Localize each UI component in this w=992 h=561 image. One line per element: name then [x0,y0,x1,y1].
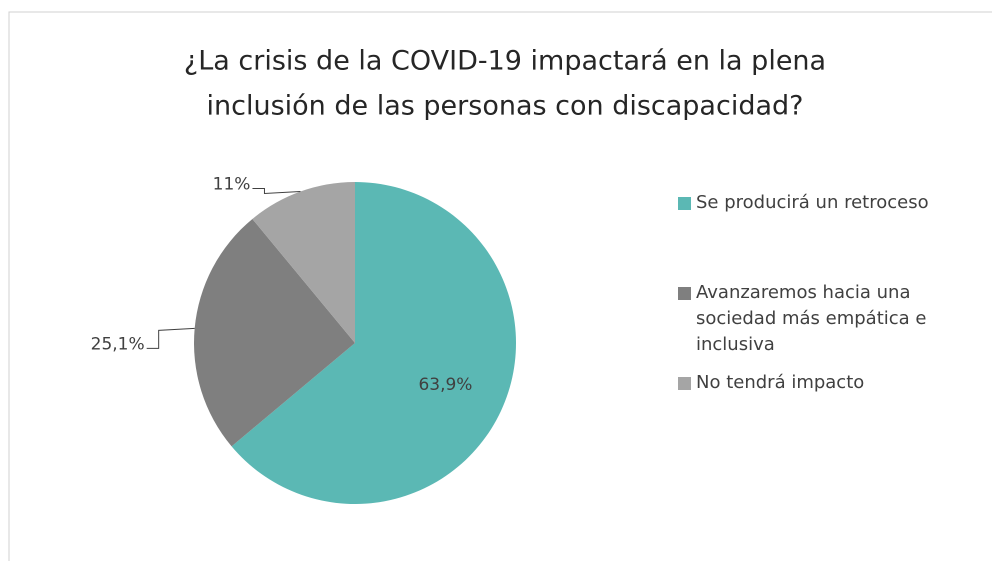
data-label: 25,1% [91,334,145,354]
data-label: 11% [213,175,251,195]
legend-label: Avanzaremos hacia una sociedad más empát… [696,282,927,355]
legend-item: Avanzaremos hacia una sociedad más empát… [676,280,986,358]
legend-item: Se producirá un retroceso [676,190,986,216]
leader-line [146,327,195,349]
chart-title: inclusión de las personas con discapacid… [207,91,804,122]
legend: Se producirá un retroceso Avanzaremos hac… [676,190,986,396]
chart-title: ¿La crisis de la COVID-19 impactará en l… [184,46,826,77]
data-label: 63,9% [418,375,472,395]
legend-swatch [678,287,691,300]
pie-slice [231,182,517,504]
legend-label: Se producirá un retroceso [696,192,929,213]
pie-slice [252,182,355,343]
legend-label: No tendrá impacto [696,372,865,393]
legend-item: No tendrá impacto [676,370,986,396]
chart-border [8,11,992,561]
leader-line [252,188,301,195]
legend-swatch [678,377,691,390]
pie-slice [193,218,355,447]
legend-swatch [678,197,691,210]
